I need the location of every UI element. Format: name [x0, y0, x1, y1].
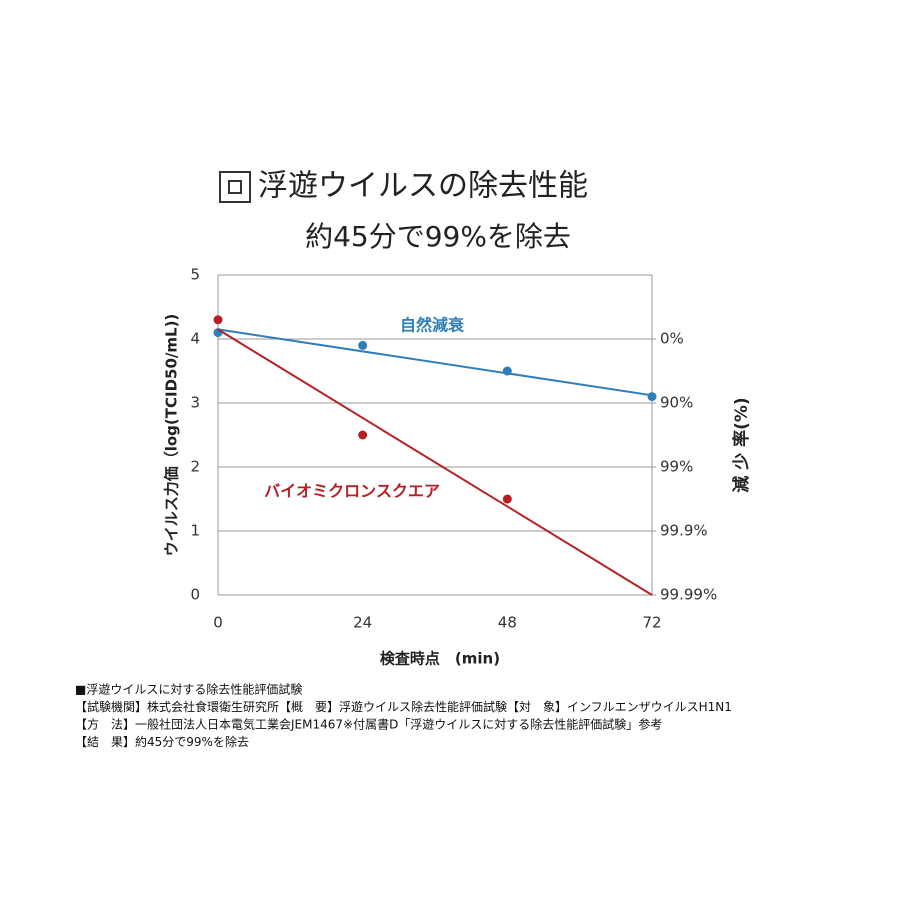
- y2-tick-label: 90%: [660, 394, 693, 412]
- y-tick-label: 1: [190, 522, 200, 540]
- y2-tick-label: 0%: [660, 330, 684, 348]
- point: [647, 392, 657, 402]
- trend-line: [217, 328, 653, 596]
- note: 【結 果】約45分で99%を除去: [75, 734, 249, 749]
- trend-line: [217, 328, 653, 397]
- y2-tick-label: 99.99%: [660, 586, 717, 604]
- point: [358, 340, 368, 350]
- y-tick-label: 3: [190, 394, 200, 412]
- x-axis-label: 検査時点 (min): [380, 650, 500, 668]
- y-tick-label: 2: [190, 458, 200, 476]
- note: 【試験機関】株式会社食環衛生研究所【概 要】浮遊ウイルス除去性能評価試験【対 象…: [75, 699, 732, 714]
- series-label: 自然減衰: [400, 316, 465, 335]
- title-icon-inner: [228, 180, 242, 194]
- x-tick-label: 24: [353, 614, 372, 632]
- chart-subtitle: 約45分で99%を除去: [305, 220, 571, 253]
- y2-axis-label: 減 少 率(%): [731, 397, 752, 492]
- y-tick-label: 5: [190, 266, 200, 284]
- chart-title: 浮遊ウイルスの除去性能: [258, 169, 588, 204]
- y2-tick-label: 99%: [660, 458, 693, 476]
- title-icon: [219, 171, 251, 203]
- y-tick-label: 0: [190, 586, 200, 604]
- note: ■浮遊ウイルスに対する除去性能評価試験: [75, 682, 302, 697]
- series-label: バイオミクロンスクエア: [264, 482, 440, 501]
- point: [502, 366, 512, 376]
- y-tick-label: 4: [190, 330, 200, 348]
- x-tick-label: 0: [213, 614, 223, 632]
- y-axis-label: ウイルス力価（log(TCID50/mL)): [163, 314, 181, 557]
- note: 【方 法】一般社団法人日本電気工業会JEM1467※付属書D「浮遊ウイルスに対す…: [75, 717, 662, 732]
- x-tick-label: 72: [642, 614, 661, 632]
- point: [358, 430, 368, 440]
- y2-tick-label: 99.9%: [660, 522, 708, 540]
- point: [502, 494, 512, 504]
- point: [213, 315, 223, 325]
- x-tick-label: 48: [498, 614, 517, 632]
